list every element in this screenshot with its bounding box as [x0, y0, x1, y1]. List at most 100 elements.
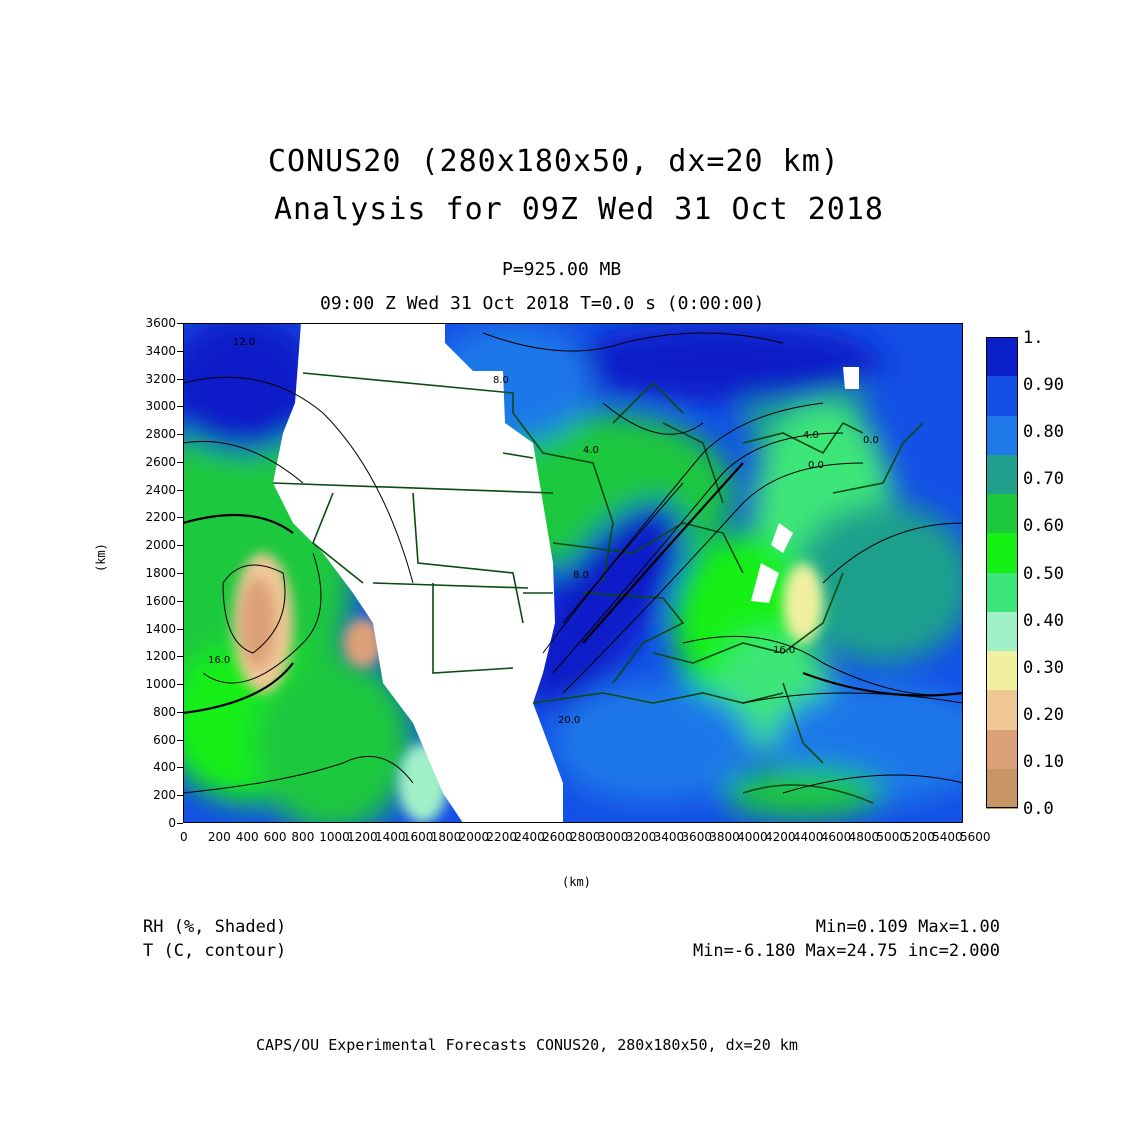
colorbar-label: 0.70 — [1023, 469, 1064, 490]
x-tick-label: 1200 — [347, 830, 378, 844]
y-tick-label: 800 — [153, 704, 176, 719]
colorbar-swatch — [986, 494, 1018, 534]
legend-field1: RH (%, Shaded) — [143, 917, 287, 937]
x-tick-label: 200 — [207, 830, 231, 844]
y-tick-mark — [177, 489, 183, 491]
y-axis-label: (km) — [94, 543, 108, 572]
y-tick-mark — [177, 684, 183, 686]
colorbar-swatch — [986, 729, 1018, 770]
x-tick-label: 400 — [235, 830, 259, 844]
y-tick-mark — [177, 461, 183, 463]
colorbar-swatch — [986, 651, 1018, 691]
temperature-contours-bold — [183, 462, 963, 715]
y-tick-mark — [177, 739, 183, 741]
x-tick-label: 3200 — [625, 830, 657, 844]
y-tick-mark — [177, 517, 183, 519]
x-tick-label: 4200 — [765, 830, 796, 844]
valid-time-label: 09:00 Z Wed 31 Oct 2018 T=0.0 s (0:00:00… — [320, 293, 765, 314]
y-tick-mark — [177, 378, 183, 380]
colorbar-label: 0.10 — [1023, 751, 1064, 772]
temperature-contours — [183, 332, 963, 794]
y-tick-mark — [177, 434, 183, 436]
x-tick-label: 2800 — [570, 830, 601, 844]
y-tick-mark — [177, 656, 183, 658]
x-tick-label: 1800 — [430, 830, 462, 844]
y-tick-mark — [177, 573, 183, 574]
y-tick-label: 400 — [153, 760, 176, 775]
x-tick-label: 800 — [291, 830, 315, 844]
colorbar-label: 0.80 — [1023, 422, 1064, 443]
y-tick-label: 3000 — [145, 399, 176, 414]
x-tick-label: 2600 — [542, 830, 573, 844]
colorbar-swatch — [986, 415, 1018, 456]
legend-field2: T (C, contour) — [143, 941, 287, 961]
boundaries — [272, 372, 924, 804]
colorbar-label: 0.0 — [1023, 799, 1054, 819]
y-tick-label: 3200 — [145, 371, 176, 386]
contour-label: 0.0 — [808, 460, 824, 471]
contour-label: 16.0 — [208, 655, 230, 666]
colorbar-label: 0.20 — [1023, 704, 1064, 725]
x-tick-label: 600 — [263, 830, 287, 844]
contour-label: 16.0 — [773, 645, 795, 656]
y-tick-label: 1800 — [145, 566, 176, 580]
colorbar-label: 0.30 — [1023, 657, 1064, 678]
colorbar-swatch — [986, 572, 1018, 613]
map-frame — [183, 323, 963, 823]
y-tick-label: 2600 — [145, 454, 176, 469]
x-tick-label: 5000 — [876, 830, 907, 844]
x-tick-label: 2400 — [514, 830, 545, 844]
y-tick-label: 2400 — [145, 482, 176, 497]
footer-credit: CAPS/OU Experimental Forecasts CONUS20, … — [256, 1036, 798, 1054]
colorbar-swatch — [986, 376, 1018, 416]
legend-field1-stats: Min=0.109 Max=1.00 — [815, 917, 1000, 937]
x-tick-label: 1000 — [319, 830, 350, 844]
x-tick-label: 4800 — [848, 830, 880, 844]
y-tick-mark — [177, 323, 183, 324]
x-tick-label: 2200 — [486, 830, 517, 844]
y-tick-label: 200 — [153, 788, 176, 803]
y-tick-mark — [177, 711, 183, 713]
x-tick-label: 4400 — [792, 830, 824, 844]
contour-labels: 12.0 16.0 8.0 4.0 0.0 8.0 16.0 20.0 4.0 0.0 — [208, 337, 879, 726]
contour-label: 4.0 — [583, 445, 599, 456]
x-tick-label: 3800 — [709, 830, 740, 844]
below-ground-mask — [273, 323, 859, 823]
x-tick-label: 0 — [180, 830, 188, 844]
contour-label: 0.0 — [863, 435, 879, 446]
y-tick-mark — [177, 795, 183, 797]
x-tick-label: 1400 — [375, 830, 406, 844]
y-tick-label: 2000 — [145, 538, 176, 553]
x-tick-label: 3000 — [597, 830, 629, 844]
x-tick-label: 1600 — [402, 830, 434, 844]
colorbar-label: 0.50 — [1023, 563, 1064, 584]
y-tick-label: 1200 — [145, 649, 176, 664]
x-tick-label: 5200 — [904, 830, 935, 844]
colorbar-swatch — [986, 337, 1018, 377]
title-line1: CONUS20 (280x180x50, dx=20 km) — [268, 144, 840, 179]
colorbar-swatch — [986, 690, 1018, 730]
x-tick-label: 2000 — [458, 830, 490, 844]
x-tick-label: 3600 — [681, 830, 712, 844]
x-tick-label: 5600 — [960, 830, 991, 844]
x-axis-label: (km) — [562, 875, 591, 889]
x-tick-label: 3400 — [653, 830, 685, 844]
y-tick-mark — [177, 350, 183, 352]
y-tick-label: 3600 — [145, 316, 176, 330]
title-line2: Analysis for 09Z Wed 31 Oct 2018 — [274, 192, 884, 227]
x-tick-label: 5400 — [932, 830, 963, 844]
colorbar-swatch — [986, 533, 1018, 573]
y-tick-label: 0 — [168, 816, 176, 830]
rh-temperature-map: 12.0 16.0 8.0 4.0 0.0 8.0 16.0 20.0 4.0 0.0 — [183, 323, 963, 823]
y-tick-label: 2800 — [145, 427, 176, 442]
y-tick-label: 1600 — [145, 593, 176, 608]
y-tick-label: 3400 — [145, 343, 176, 358]
contour-label: 12.0 — [233, 337, 255, 348]
colorbar-swatch — [986, 611, 1018, 652]
contour-label: 8.0 — [493, 375, 509, 386]
contour-label: 4.0 — [803, 430, 819, 441]
y-tick-mark — [177, 600, 183, 602]
colorbar-label: 0.60 — [1023, 516, 1064, 537]
y-tick-mark — [177, 823, 183, 824]
colorbar-label: 0.90 — [1023, 375, 1064, 396]
